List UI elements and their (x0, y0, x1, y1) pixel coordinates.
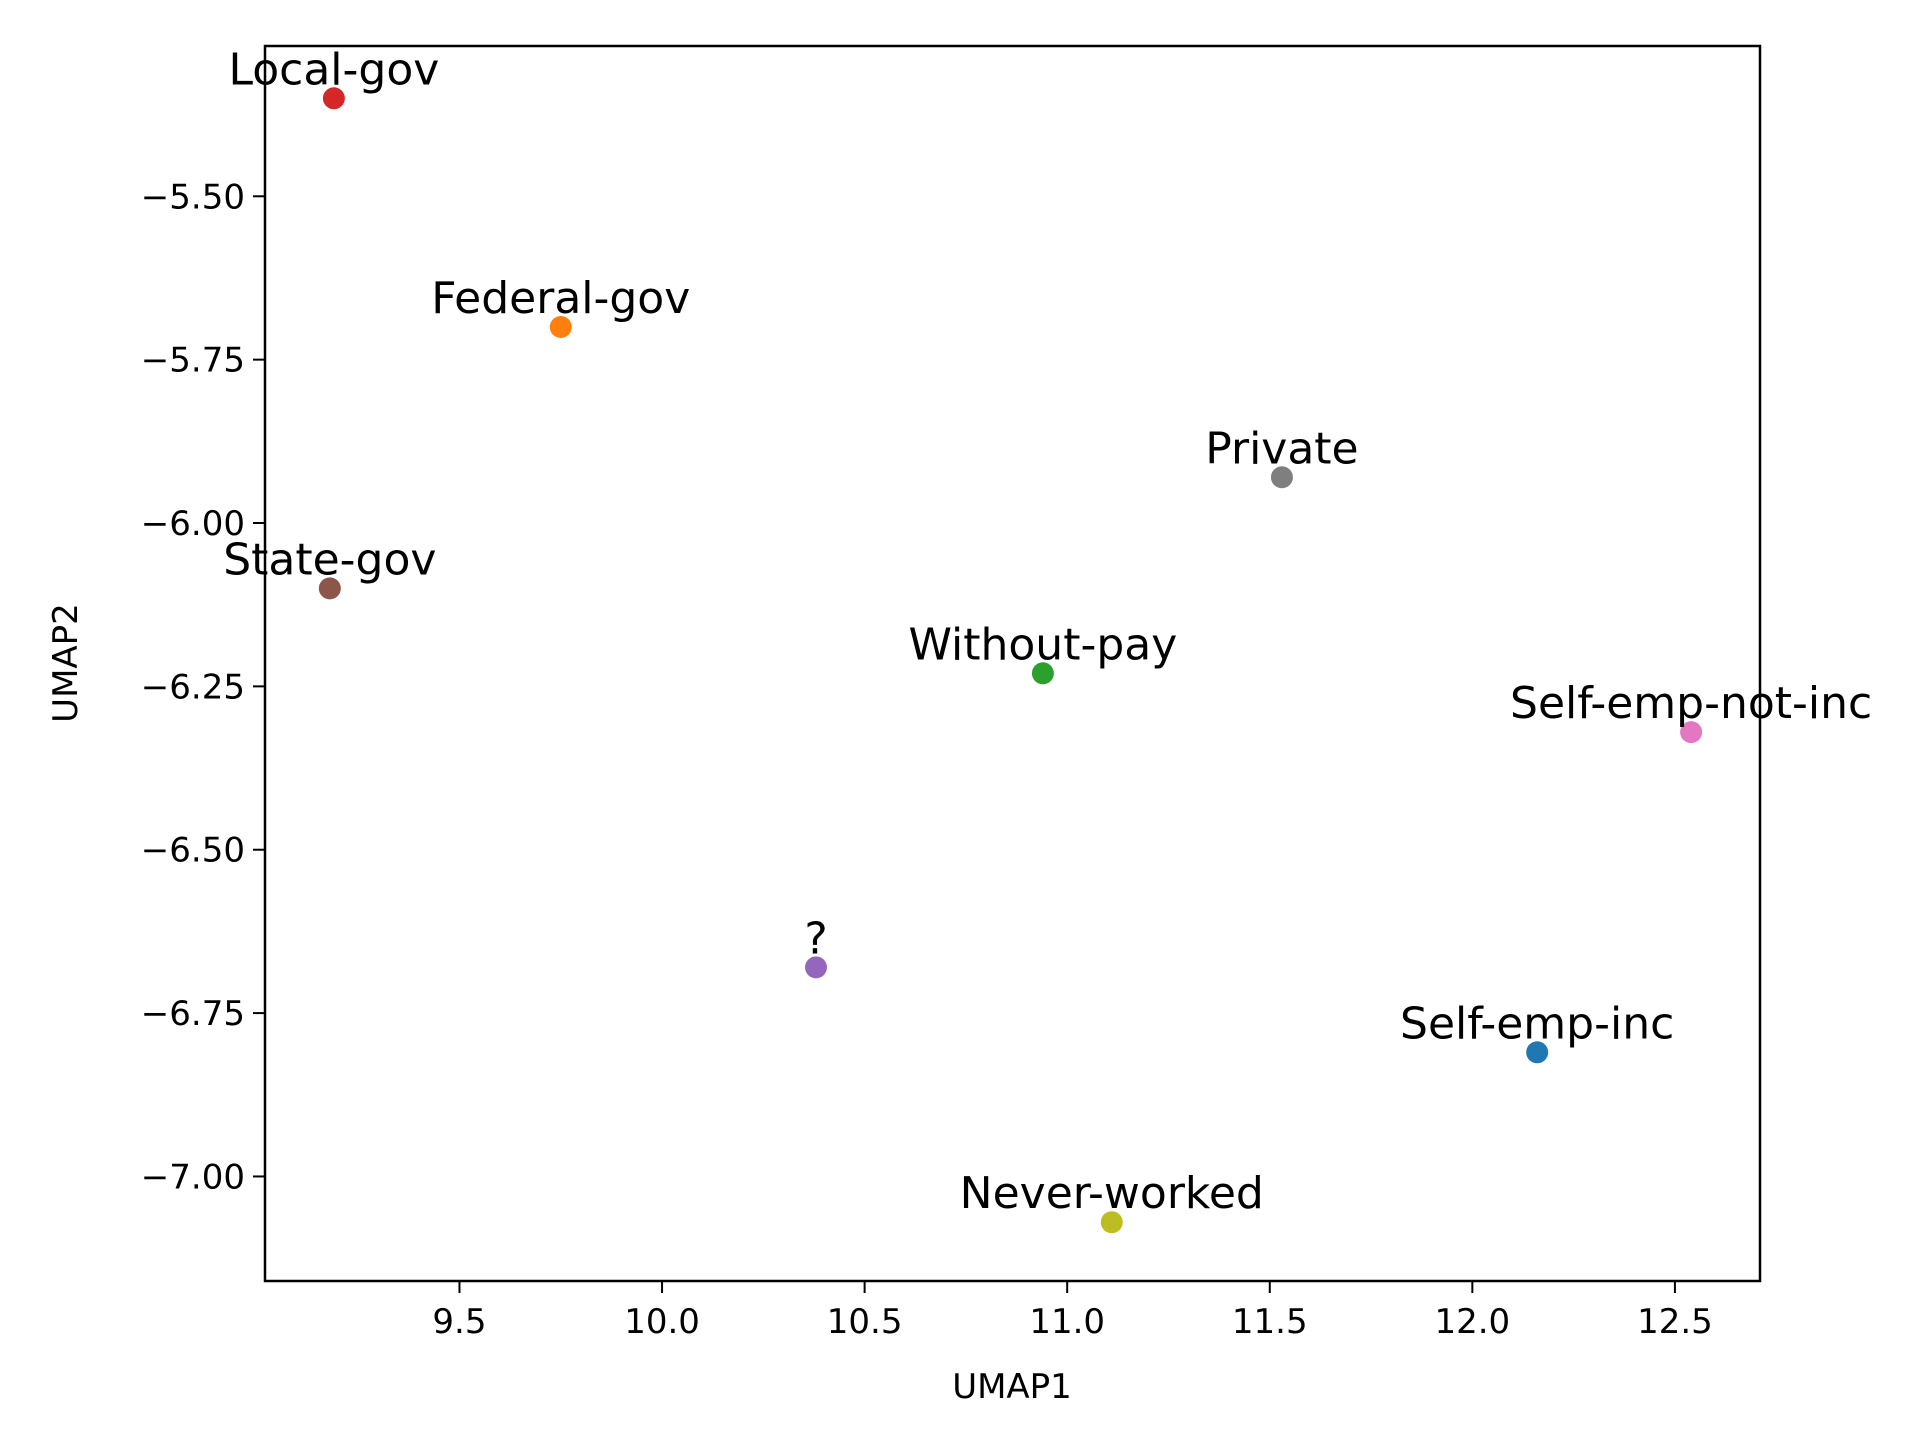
x-tick-label: 11.5 (1232, 1302, 1308, 1342)
data-point (322, 87, 345, 110)
data-point (1031, 662, 1054, 685)
y-tick-label: −6.75 (141, 994, 245, 1034)
data-point (549, 315, 572, 338)
point-label: Local-gov (228, 44, 439, 95)
plot-frame (263, 44, 1762, 1283)
x-tick-label: 9.5 (432, 1302, 486, 1342)
x-tick-label: 12.5 (1637, 1302, 1713, 1342)
y-tick-label: −6.25 (141, 667, 245, 707)
points-layer (318, 87, 1703, 1234)
point-label: Self-emp-inc (1400, 998, 1674, 1049)
point-label: Federal-gov (431, 273, 690, 324)
point-label: Private (1205, 423, 1358, 474)
point-label: Self-emp-not-inc (1510, 678, 1872, 729)
point-labels-layer: Local-gov Federal-gov Private State-gov With… (223, 44, 1872, 1219)
x-tick-label: 12.0 (1434, 1302, 1510, 1342)
data-point (1270, 466, 1293, 489)
x-tick-label: 10.5 (827, 1302, 903, 1342)
y-tick-label: −5.75 (141, 341, 245, 381)
point-label: Never-worked (960, 1168, 1264, 1219)
ticks-layer: 9.5 10.0 10.5 11.0 11.5 12.0 12.5 −5.50 −5.75 −6.… (141, 177, 1713, 1342)
data-point (1100, 1211, 1123, 1234)
x-axis-label: UMAP1 (952, 1367, 1072, 1407)
data-point (805, 956, 828, 979)
data-point (1680, 721, 1703, 744)
y-tick-label: −5.50 (141, 177, 245, 217)
y-tick-label: −6.50 (141, 831, 245, 871)
y-axis-label: UMAP2 (46, 603, 86, 723)
x-tick-label: 10.0 (624, 1302, 700, 1342)
x-tick-label: 11.0 (1029, 1302, 1105, 1342)
point-label: Without-pay (908, 619, 1177, 670)
y-tick-label: −7.00 (141, 1157, 245, 1197)
data-point (318, 577, 341, 600)
point-label: State-gov (223, 534, 436, 585)
y-tick-label: −6.00 (141, 504, 245, 544)
data-point (1526, 1041, 1549, 1064)
point-label: ? (804, 913, 827, 964)
